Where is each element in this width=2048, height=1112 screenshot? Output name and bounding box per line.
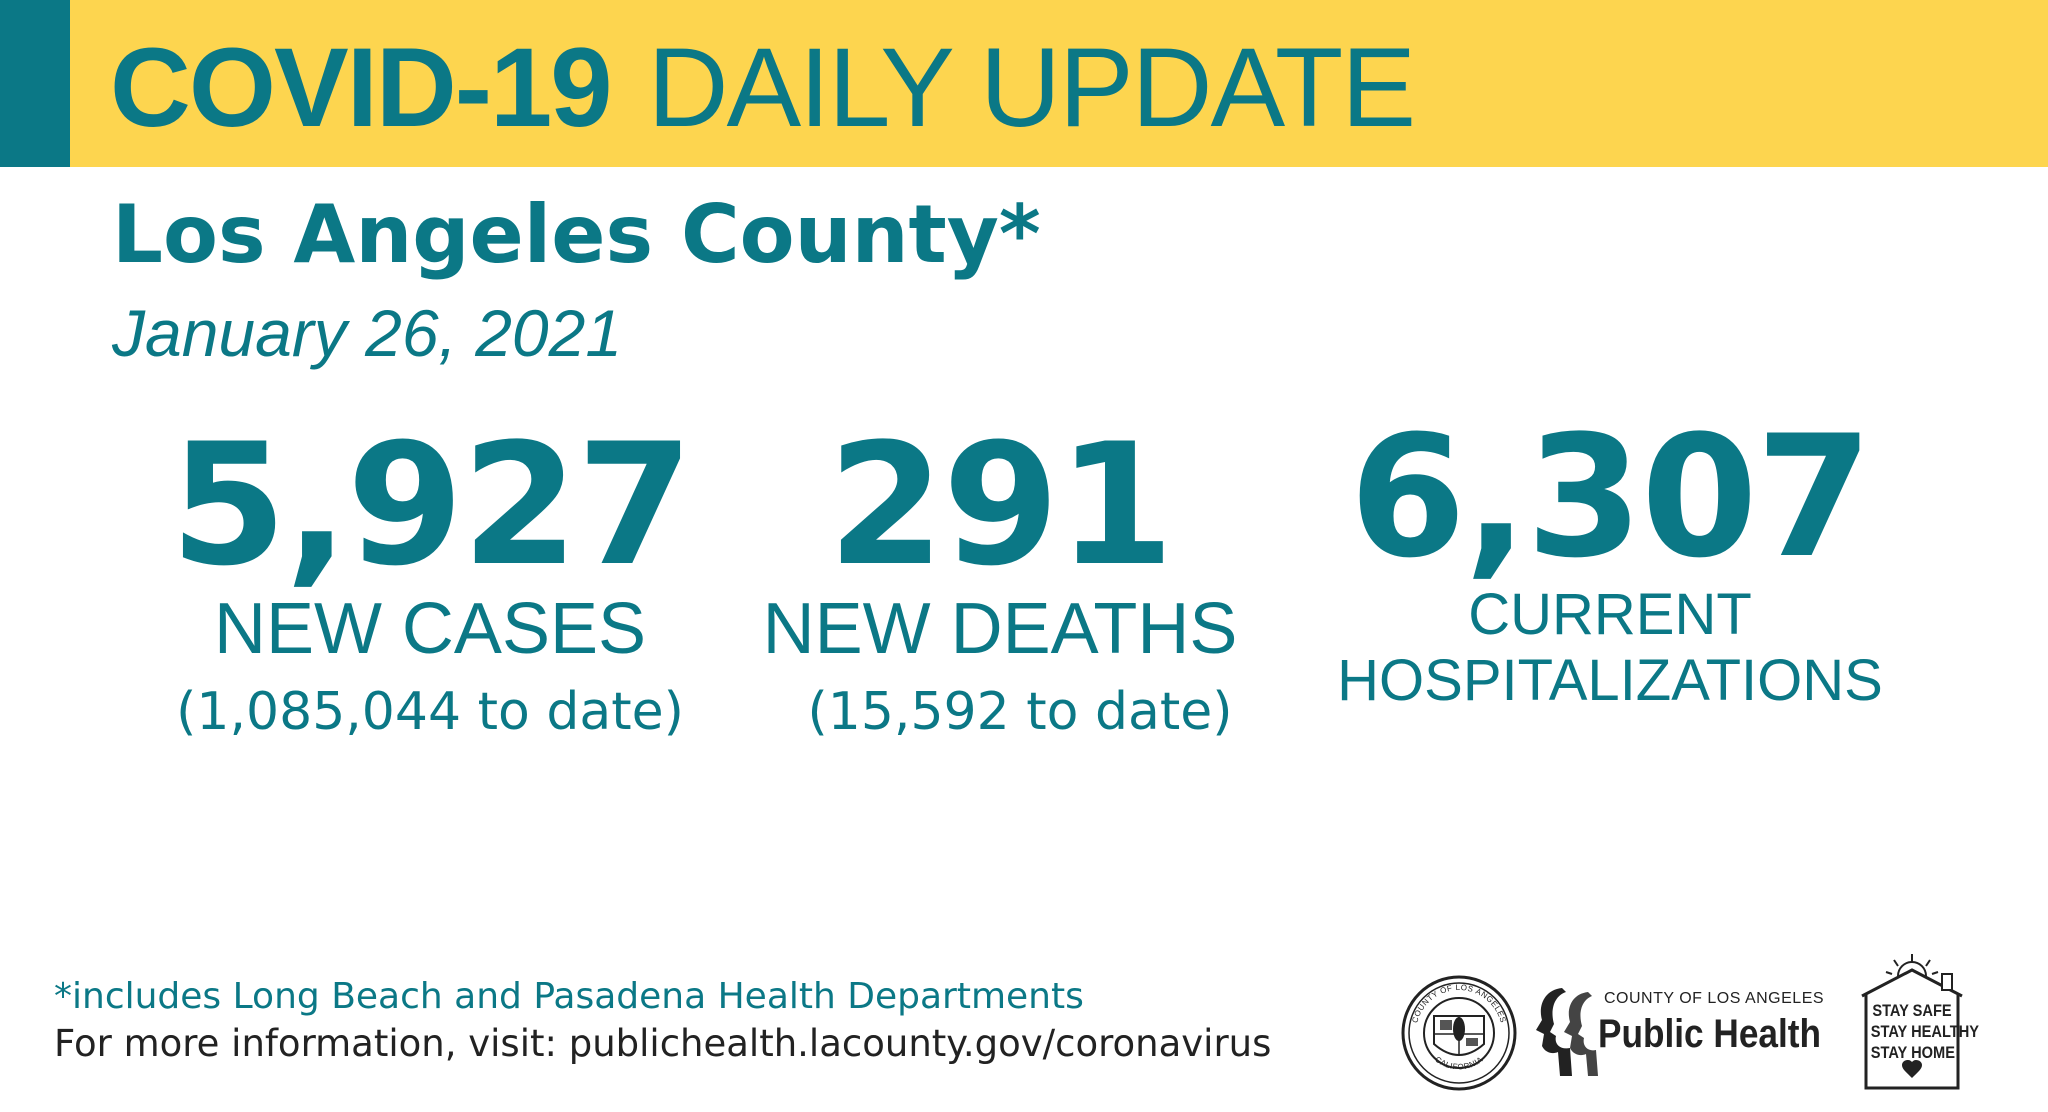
header-banner: COVID-19 DAILY UPDATE — [0, 0, 2048, 167]
ph-public-health-text: Public Health — [1598, 1012, 1821, 1056]
new-cases-label: NEW CASES — [213, 589, 647, 669]
cases-to-date: (1,085,044 to date) — [176, 682, 684, 742]
ph-county-text: COUNTY OF LOS ANGELES — [1604, 990, 1825, 1007]
new-cases-stat: 5,927 NEW CASES (1,085,044 to date) — [170, 407, 693, 744]
house-sun-icon — [1861, 954, 1963, 1090]
county-name: Los Angeles County* — [112, 188, 1041, 281]
new-deaths-label: NEW DEATHS — [762, 589, 1238, 669]
hospitalizations-value: 6,307 — [1349, 399, 1872, 595]
deaths-to-date: (15,592 to date) — [807, 682, 1233, 742]
county-seal-icon: COUNTY OF LOS ANGELES CALIFORNIA — [1400, 974, 1518, 1092]
public-health-logo: COUNTY OF LOS ANGELES Public Health — [1532, 982, 1832, 1082]
banner-accent-bar — [0, 0, 70, 167]
new-cases-value: 5,927 — [170, 407, 693, 603]
hospitalizations-label-line2: HOSPITALIZATIONS — [1337, 648, 1883, 713]
new-deaths-stat: 291 NEW DEATHS (15,592 to date) — [740, 420, 1260, 744]
stay-safe-line1: STAY SAFE — [1872, 1001, 1952, 1020]
more-info: For more information, visit: publichealt… — [54, 1022, 1271, 1066]
more-info-prefix: For more information, visit: — [54, 1022, 569, 1065]
stay-safe-logo: STAY SAFE STAY HEALTHY STAY HOME — [1856, 952, 1980, 1092]
title-bold: COVID-19 — [110, 25, 613, 150]
stay-safe-line3: STAY HOME — [1870, 1043, 1955, 1062]
footnote: *includes Long Beach and Pasadena Health… — [54, 976, 1084, 1017]
page-title: COVID-19 DAILY UPDATE — [110, 25, 1416, 150]
faces-icon — [1536, 988, 1598, 1076]
hospitalizations-stat: 6,307 CURRENT HOSPITALIZATIONS — [1330, 412, 1890, 714]
new-deaths-value: 291 — [827, 407, 1175, 603]
stay-safe-text: STAY SAFE STAY HEALTHY STAY HOME — [1870, 1000, 1980, 1063]
more-info-link[interactable]: publichealth.lacounty.gov/coronavirus — [568, 1022, 1272, 1065]
report-date: January 26, 2021 — [112, 296, 623, 370]
hospitalizations-label-line1: CURRENT — [1468, 582, 1752, 647]
title-regular: DAILY UPDATE — [647, 25, 1416, 150]
stay-safe-line2: STAY HEALTHY — [1870, 1022, 1980, 1041]
county-seal-graphic: COUNTY OF LOS ANGELES CALIFORNIA — [1401, 975, 1517, 1091]
